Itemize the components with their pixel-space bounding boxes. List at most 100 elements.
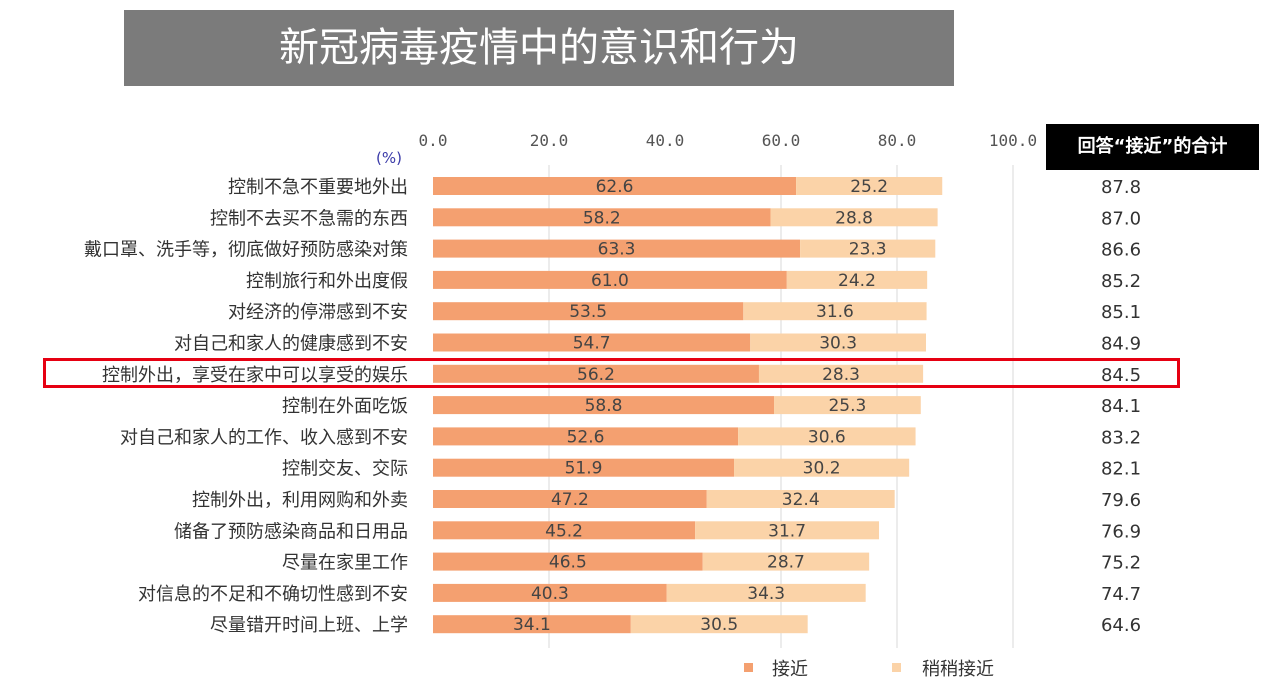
- data-label-somewhat-close: 30.6: [808, 427, 846, 447]
- data-label-close: 51.9: [565, 459, 603, 479]
- category-label: 储备了预防感染商品和日用品: [174, 521, 408, 542]
- highlight-box: [43, 358, 1180, 388]
- total-value: 76.9: [1101, 521, 1141, 542]
- data-label-somewhat-close: 30.5: [700, 615, 738, 635]
- data-label-close: 62.6: [596, 177, 634, 197]
- category-label: 对自己和家人的工作、收入感到不安: [120, 427, 408, 448]
- data-label-somewhat-close: 23.3: [849, 240, 887, 260]
- data-label-close: 56.2: [577, 365, 615, 385]
- data-label-somewhat-close: 31.7: [768, 521, 806, 541]
- total-value: 75.2: [1101, 553, 1141, 574]
- x-tick-label: 60.0: [762, 131, 801, 150]
- data-label-somewhat-close: 31.6: [816, 302, 854, 322]
- bar-somewhat-close: [706, 490, 895, 508]
- data-label-somewhat-close: 28.8: [835, 208, 873, 228]
- data-label-close: 53.5: [569, 302, 607, 322]
- total-value: 84.1: [1101, 396, 1141, 417]
- total-value: 85.1: [1101, 302, 1141, 323]
- bar-close: [433, 490, 707, 508]
- data-label-close: 58.8: [585, 396, 623, 416]
- legend-swatch-close: [744, 663, 753, 672]
- page-title: 新冠病毒疫情中的意识和行为: [124, 10, 954, 86]
- data-label-close: 34.1: [513, 615, 551, 635]
- bar-somewhat-close: [786, 270, 928, 289]
- x-tick-label: 20.0: [530, 131, 569, 150]
- data-label-somewhat-close: 34.3: [747, 584, 785, 604]
- total-value: 64.6: [1101, 615, 1141, 636]
- data-label-somewhat-close: 30.3: [819, 334, 857, 354]
- bar-somewhat-close: [666, 583, 866, 602]
- total-value: 85.2: [1101, 271, 1141, 292]
- bar-close: [433, 521, 696, 540]
- category-label: 尽量错开时间上班、上学: [210, 615, 408, 636]
- data-label-close: 46.5: [549, 553, 587, 573]
- total-value: 87.8: [1101, 177, 1141, 198]
- total-value: 79.6: [1101, 490, 1141, 511]
- x-tick-label: 0.0: [419, 131, 448, 150]
- bar-somewhat-close: [738, 427, 916, 446]
- total-value: 87.0: [1101, 208, 1141, 229]
- bar-close: [433, 364, 759, 383]
- category-label: 控制交友、交际: [282, 459, 408, 480]
- bar-somewhat-close: [758, 364, 924, 383]
- bar-close: [433, 615, 631, 634]
- bar-somewhat-close: [770, 208, 938, 227]
- bar-close: [433, 458, 735, 477]
- bar-close: [433, 427, 739, 446]
- data-label-somewhat-close: 25.3: [828, 396, 866, 416]
- data-label-close: 52.6: [567, 427, 605, 447]
- data-label-close: 58.2: [583, 208, 621, 228]
- category-label: 控制在外面吃饭: [282, 396, 408, 417]
- bar-somewhat-close: [695, 521, 880, 540]
- data-label-close: 45.2: [545, 521, 583, 541]
- bar-close: [433, 270, 787, 289]
- legend-swatch-somewhat-close: [892, 663, 901, 672]
- category-label: 控制旅行和外出度假: [246, 271, 408, 292]
- data-label-close: 54.7: [573, 334, 611, 354]
- bar-close: [433, 208, 771, 227]
- bar-somewhat-close: [630, 615, 808, 634]
- bar-close: [433, 177, 797, 195]
- category-label: 控制外出，利用网购和外卖: [192, 490, 408, 511]
- bar-close: [433, 552, 703, 571]
- category-label: 戴口罩、洗手等，彻底做好预防感染对策: [84, 240, 408, 261]
- bar-close: [433, 583, 667, 602]
- bar-somewhat-close: [800, 239, 936, 258]
- x-tick-label: 80.0: [878, 131, 917, 150]
- data-label-close: 63.3: [598, 240, 636, 260]
- data-label-somewhat-close: 28.7: [767, 553, 805, 573]
- category-label: 对经济的停滞感到不安: [228, 302, 408, 323]
- data-label-close: 40.3: [531, 584, 569, 604]
- bar-somewhat-close: [702, 552, 870, 571]
- bar-close: [433, 396, 775, 415]
- bar-somewhat-close: [750, 333, 926, 352]
- bar-close: [433, 239, 801, 258]
- data-label-close: 47.2: [551, 490, 589, 510]
- legend-label-somewhat-close: 稍稍接近: [922, 659, 994, 680]
- total-column-header: 回答“接近”的合计: [1046, 124, 1259, 170]
- total-value: 86.6: [1101, 240, 1141, 261]
- category-label: 对信息的不足和不确切性感到不安: [138, 584, 408, 605]
- total-value: 74.7: [1101, 584, 1141, 605]
- total-value: 84.9: [1101, 334, 1141, 355]
- bar-somewhat-close: [796, 177, 943, 195]
- total-value: 82.1: [1101, 459, 1141, 480]
- bar-somewhat-close: [743, 302, 927, 321]
- category-label: 控制不急不重要地外出: [228, 177, 408, 198]
- legend-label-close: 接近: [772, 659, 808, 680]
- bar-close: [433, 302, 744, 321]
- data-label-somewhat-close: 32.4: [782, 490, 820, 510]
- data-label-somewhat-close: 24.2: [838, 271, 876, 291]
- x-tick-label: 100.0: [989, 131, 1037, 150]
- data-label-close: 61.0: [591, 271, 629, 291]
- unit-label: (%): [376, 149, 402, 167]
- total-value: 84.5: [1101, 365, 1141, 386]
- category-label: 控制不去买不急需的东西: [210, 208, 408, 229]
- category-label: 控制外出，享受在家中可以享受的娱乐: [102, 365, 408, 386]
- data-label-somewhat-close: 28.3: [822, 365, 860, 385]
- x-tick-label: 40.0: [646, 131, 685, 150]
- category-label: 对自己和家人的健康感到不安: [174, 334, 408, 355]
- data-label-somewhat-close: 25.2: [850, 177, 888, 197]
- total-value: 83.2: [1101, 427, 1141, 448]
